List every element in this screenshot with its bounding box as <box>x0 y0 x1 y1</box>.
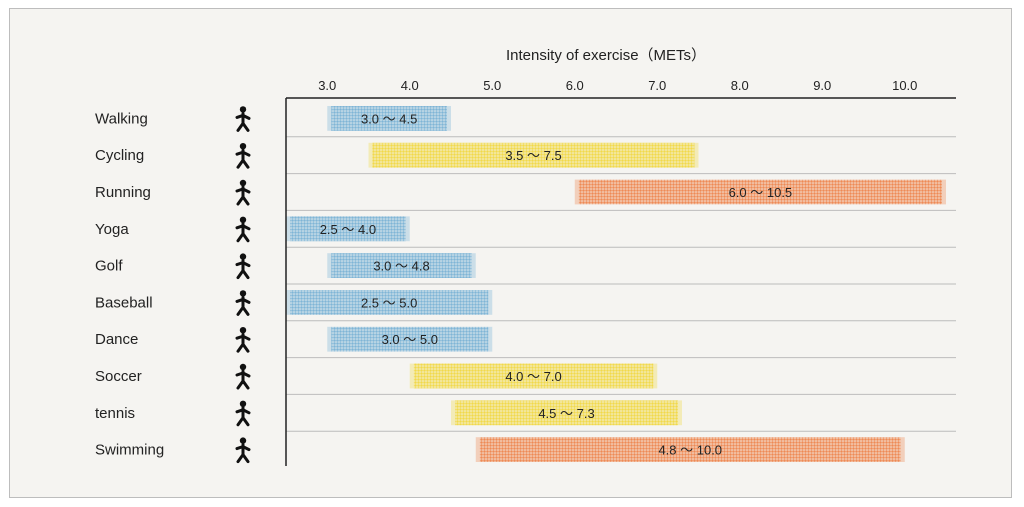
x-tick-label: 6.0 <box>566 78 584 93</box>
dance-icon <box>235 327 251 353</box>
range-bar <box>286 216 410 242</box>
range-label: 4.0 ～ 7.0 <box>505 369 561 384</box>
range-bar <box>409 363 658 389</box>
category-label: Golf <box>95 258 123 275</box>
range-bar <box>368 142 699 168</box>
range-bar <box>286 290 493 315</box>
cycling-icon <box>235 143 251 169</box>
swimming-icon <box>235 437 251 464</box>
x-tick-label: 4.0 <box>401 78 419 93</box>
range-label: 4.5 ～ 7.3 <box>538 406 594 421</box>
tennis-icon <box>235 400 251 427</box>
range-label: 3.5 ～ 7.5 <box>505 148 561 163</box>
range-bar <box>327 253 476 278</box>
x-axis-ticks: 3.0 4.0 5.0 6.0 7.0 8.0 9.0 10.0 <box>318 78 917 93</box>
category-label: Walking <box>95 110 148 127</box>
baseball-icon <box>235 290 251 316</box>
range-label: 3.0 ～ 5.0 <box>382 332 438 347</box>
range-label: 6.0 ～ 10.5 <box>729 185 793 200</box>
range-label: 3.0 ～ 4.8 <box>373 259 429 274</box>
category-label: Baseball <box>95 294 153 311</box>
x-tick-label: 10.0 <box>892 78 917 93</box>
golf-icon <box>235 253 251 280</box>
range-bar <box>451 400 682 426</box>
range-bar <box>475 437 905 462</box>
range-label: 3.0 ～ 4.5 <box>361 111 417 126</box>
category-label: Running <box>95 184 151 201</box>
soccer-icon <box>235 363 251 390</box>
x-tick-label: 5.0 <box>483 78 501 93</box>
range-label: 4.8 ～ 10.0 <box>658 443 722 458</box>
range-bar <box>327 326 493 352</box>
category-label: Dance <box>95 331 138 348</box>
range-bars: 3.0 ～ 4.5 3.5 ～ 7.5 6.0 ～ 10.5 2.5 ～ 4.0 3.0… <box>286 106 946 462</box>
x-tick-label: 7.0 <box>648 78 666 93</box>
range-bar <box>327 106 451 131</box>
range-bar <box>574 179 946 205</box>
chart-title: Intensity of exercise（METs） <box>506 47 706 64</box>
x-tick-label: 8.0 <box>731 78 749 93</box>
category-labels: Walking Cycling Running Yoga Golf Baseball Dan… <box>95 110 164 458</box>
category-label: Soccer <box>95 368 142 385</box>
range-label: 2.5 ～ 5.0 <box>361 295 417 310</box>
x-tick-label: 3.0 <box>318 78 336 93</box>
walking-icon <box>235 106 251 132</box>
category-label: tennis <box>95 405 135 422</box>
running-icon <box>235 179 251 206</box>
category-label: Swimming <box>95 442 164 459</box>
range-label: 2.5 ～ 4.0 <box>320 222 376 237</box>
category-label: Cycling <box>95 147 144 164</box>
x-tick-label: 9.0 <box>813 78 831 93</box>
row-separators <box>286 136 956 432</box>
yoga-icon <box>235 216 251 243</box>
activity-icons <box>235 106 251 464</box>
category-label: Yoga <box>95 221 129 238</box>
